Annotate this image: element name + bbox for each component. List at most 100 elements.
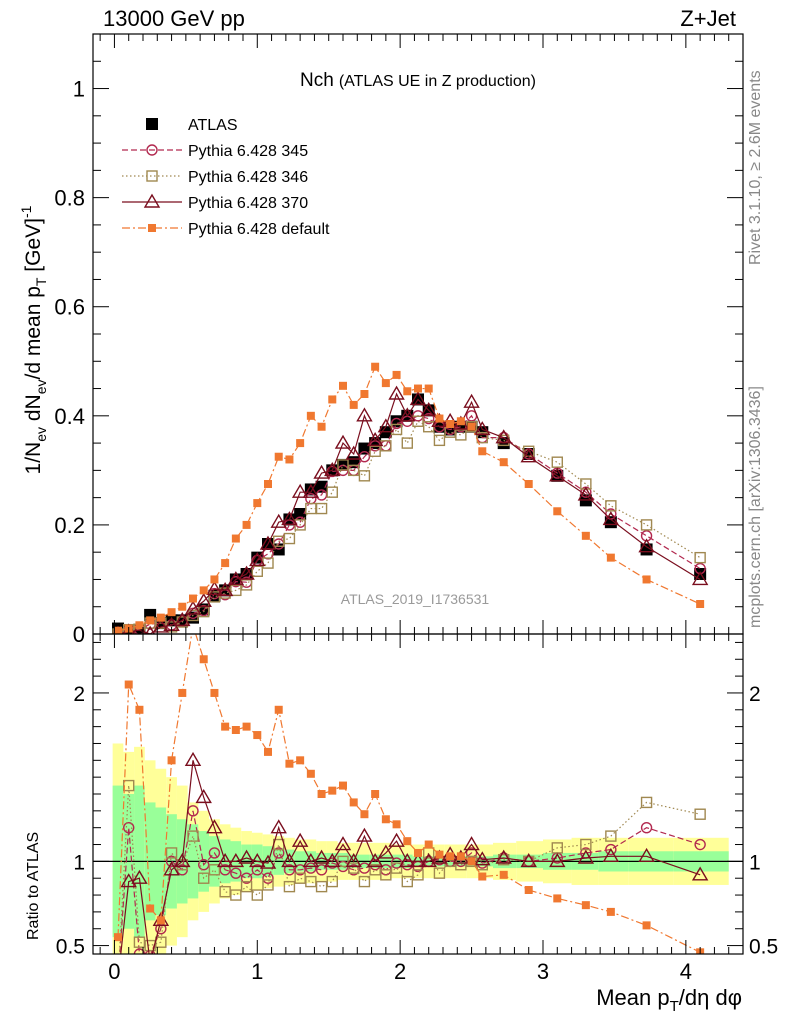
data-point <box>146 616 155 625</box>
data-point <box>581 531 590 540</box>
data-point <box>167 608 176 617</box>
ratio-point <box>412 869 424 881</box>
legend-label: Pythia 6.428 346 <box>188 169 308 186</box>
ratio-point <box>219 864 231 876</box>
x-tick-label: 3 <box>537 959 549 984</box>
ratio-point <box>478 872 487 881</box>
ratio-point <box>124 680 133 689</box>
ratio-point <box>551 842 563 854</box>
data-point <box>577 486 595 501</box>
ratio-point <box>337 855 349 868</box>
data-point <box>414 384 422 393</box>
ratio-point <box>242 722 251 731</box>
ratio-point <box>274 705 283 714</box>
data-point <box>476 431 488 444</box>
data-point <box>324 461 341 477</box>
ratio-point <box>195 788 212 804</box>
data-point <box>640 543 653 556</box>
data-point <box>152 618 170 633</box>
ratio-point <box>499 870 508 879</box>
data-point <box>409 391 427 406</box>
ratio-point <box>230 889 242 901</box>
data-point <box>281 511 298 526</box>
series-line <box>117 392 701 634</box>
data-point <box>195 592 212 607</box>
ratio-point <box>401 875 413 888</box>
ratio-point <box>456 852 465 861</box>
ratio-point <box>123 779 135 792</box>
data-point <box>463 393 480 408</box>
y-tick-label-right: 0.5 <box>749 936 778 959</box>
ratio-point <box>306 769 315 778</box>
ratio-point <box>549 852 566 868</box>
ratio-point <box>219 885 231 898</box>
legend-marker <box>146 118 158 130</box>
ratio-point <box>694 808 706 820</box>
data-point <box>251 565 263 577</box>
data-point <box>348 464 360 477</box>
ratio-point <box>165 855 178 868</box>
ratio-point <box>178 688 187 697</box>
x-tick-label: 1 <box>251 959 263 984</box>
data-point <box>522 448 535 460</box>
data-point <box>345 445 362 460</box>
data-point <box>264 480 272 488</box>
data-point <box>356 407 373 422</box>
legend-marker <box>146 144 158 156</box>
ratio-point <box>313 849 330 864</box>
data-point <box>495 429 512 444</box>
ratio-point <box>156 916 165 925</box>
data-point <box>642 575 651 584</box>
data-point <box>337 459 349 471</box>
data-point <box>249 551 266 567</box>
y-tick-label: 0.5 <box>56 936 85 959</box>
ratio-point <box>210 688 219 697</box>
ratio-point <box>135 705 144 714</box>
ratio-point <box>251 889 263 901</box>
data-point <box>478 447 487 456</box>
data-point <box>474 421 491 436</box>
ratio-point <box>409 852 427 868</box>
y-tick-label: 1 <box>73 851 85 874</box>
ratio-point <box>356 827 373 842</box>
data-point <box>208 591 221 603</box>
data-point <box>251 551 264 564</box>
ratio-point <box>553 894 562 903</box>
data-point <box>366 431 384 447</box>
data-point <box>285 455 294 464</box>
data-point <box>253 499 262 508</box>
data-point <box>206 580 223 595</box>
data-point <box>691 571 709 586</box>
y-tick-label: 0.6 <box>54 295 85 320</box>
ratio-point <box>285 759 294 768</box>
ratio-point <box>296 756 305 765</box>
ratio-point <box>463 836 480 851</box>
ratio-point <box>184 751 202 767</box>
data-point <box>145 625 156 634</box>
data-point <box>401 437 413 449</box>
ratio-line <box>119 810 701 954</box>
data-point <box>696 600 705 608</box>
legend-label: ATLAS <box>188 117 238 134</box>
data-point <box>262 557 274 569</box>
y-tick-label-right: 1 <box>749 851 761 874</box>
ratio-point <box>691 866 709 881</box>
ratio-point <box>264 747 272 756</box>
ratio-point <box>251 864 263 876</box>
data-point <box>377 418 395 433</box>
ratio-point <box>114 933 122 942</box>
legend-entry: Pythia 6.428 370 <box>122 193 308 212</box>
ratio-point <box>253 731 262 740</box>
data-point <box>446 420 455 428</box>
data-point <box>694 551 706 564</box>
data-point <box>423 412 435 425</box>
data-point <box>549 467 566 482</box>
x-tick-label: 0 <box>108 959 120 984</box>
ratio-point <box>640 821 653 834</box>
ratio-point <box>371 790 380 798</box>
collision-energy-label: 13000 GeV pp <box>103 6 245 31</box>
ratio-point <box>133 936 146 948</box>
data-point <box>334 434 352 449</box>
ratio-point <box>187 830 199 842</box>
data-point <box>174 611 191 627</box>
